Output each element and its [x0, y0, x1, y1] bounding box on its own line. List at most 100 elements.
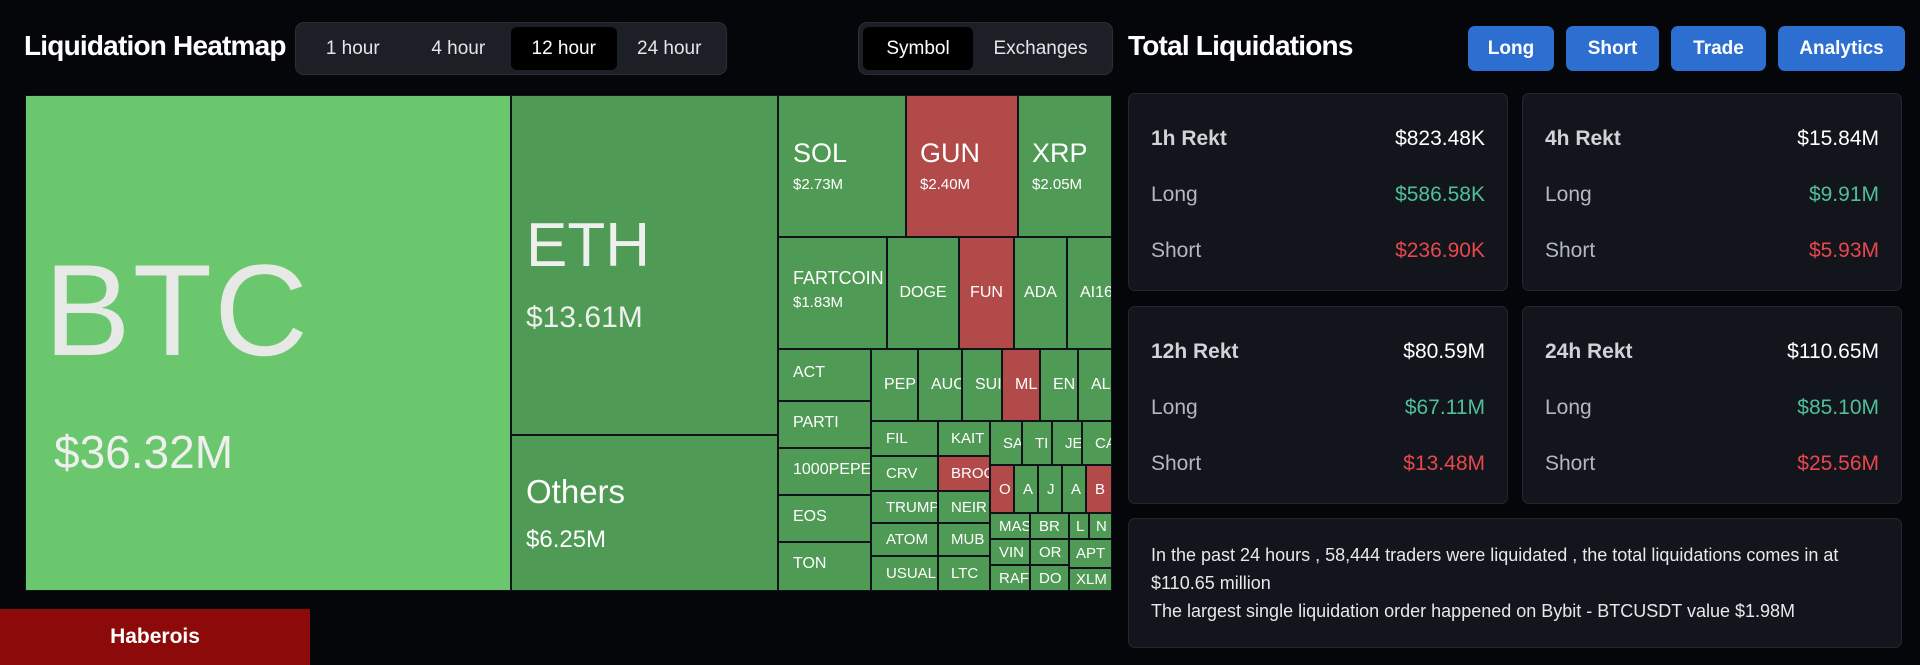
- tile-raf[interactable]: RAF: [990, 565, 1030, 591]
- tile-symbol: FARTCOIN: [793, 268, 884, 288]
- tile-usual[interactable]: USUAL: [871, 556, 938, 591]
- liquidation-heatmap: BTC $36.32M ETH $13.61M Others $6.25M SO…: [25, 95, 1112, 591]
- tile-ti[interactable]: TI: [1022, 421, 1052, 465]
- tile-btc[interactable]: BTC $36.32M: [25, 95, 511, 591]
- card-header: 24h Rekt $110.65M: [1545, 324, 1879, 380]
- time-option-1h[interactable]: 1 hour: [325, 37, 380, 59]
- tile-symbol: XRP: [1032, 138, 1088, 168]
- long-label: Long: [1151, 396, 1198, 419]
- short-label: Short: [1151, 452, 1202, 475]
- tile-1000pepe[interactable]: 1000PEPE: [778, 448, 871, 495]
- tile-ml[interactable]: ML: [1002, 349, 1040, 421]
- tile-others[interactable]: Others $6.25M: [511, 435, 778, 591]
- tile-al[interactable]: AL: [1078, 349, 1112, 421]
- card-label: 12h Rekt: [1151, 340, 1239, 363]
- tile-neir[interactable]: NEIR: [938, 491, 990, 523]
- tile-ca[interactable]: CA: [1082, 421, 1112, 465]
- tile-symbol: ETH: [526, 211, 650, 280]
- tile-j[interactable]: J: [1038, 465, 1062, 513]
- tile-fil[interactable]: FIL: [871, 421, 938, 456]
- tile-crv[interactable]: CRV: [871, 456, 938, 491]
- tile-ton[interactable]: TON: [778, 542, 871, 591]
- tile-broc[interactable]: BROC: [938, 456, 990, 491]
- tile-b[interactable]: B: [1086, 465, 1112, 513]
- short-row: Short $5.93M: [1545, 223, 1879, 279]
- short-label: Short: [1151, 239, 1202, 262]
- rekt-card-1h: 1h Rekt $823.48K Long $586.58K Short $236.9…: [1128, 93, 1508, 291]
- tile-mas[interactable]: MAS: [990, 513, 1030, 539]
- tile-je[interactable]: JE: [1052, 421, 1082, 465]
- tile-a2[interactable]: A: [1062, 465, 1086, 513]
- tile-value: $36.32M: [54, 426, 234, 478]
- tile-xrp[interactable]: XRP $2.05M: [1018, 95, 1112, 237]
- tile-eos[interactable]: EOS: [778, 495, 871, 542]
- long-row: Long $9.91M: [1545, 167, 1879, 223]
- tile-gun[interactable]: GUN $2.40M: [906, 95, 1018, 237]
- long-value: $586.58K: [1395, 183, 1485, 206]
- view-option-symbol[interactable]: Symbol: [863, 27, 973, 70]
- trade-button[interactable]: Trade: [1671, 26, 1766, 71]
- tile-eth[interactable]: ETH $13.61M: [511, 95, 778, 435]
- tile-br[interactable]: BR: [1030, 513, 1069, 539]
- tile-apt[interactable]: APT: [1069, 539, 1112, 568]
- tile-vin[interactable]: VIN: [990, 539, 1030, 565]
- rekt-card-12h: 12h Rekt $80.59M Long $67.11M Short $13.48M: [1128, 306, 1508, 504]
- long-value: $85.10M: [1797, 396, 1879, 419]
- tile-n[interactable]: N: [1089, 513, 1112, 539]
- tile-sui[interactable]: SUI: [962, 349, 1002, 421]
- action-buttons: Long Short Trade Analytics: [1468, 26, 1905, 71]
- time-option-24h[interactable]: 24 hour: [637, 37, 702, 59]
- time-range-selector: 1 hour 4 hour 12 hour 24 hour: [295, 22, 727, 75]
- card-label: 1h Rekt: [1151, 127, 1227, 150]
- long-row: Long $586.58K: [1151, 167, 1485, 223]
- card-total: $15.84M: [1797, 127, 1879, 150]
- short-value: $25.56M: [1797, 452, 1879, 475]
- tile-symbol: BTC: [44, 237, 310, 383]
- tile-ada[interactable]: ADA: [1014, 237, 1067, 349]
- tile-fun[interactable]: FUN: [959, 237, 1014, 349]
- card-header: 4h Rekt $15.84M: [1545, 111, 1879, 167]
- tile-atom[interactable]: ATOM: [871, 523, 938, 556]
- tile-auc[interactable]: AUC: [918, 349, 962, 421]
- card-header: 12h Rekt $80.59M: [1151, 324, 1485, 380]
- tile-sa[interactable]: SA: [990, 421, 1022, 465]
- tile-value: $13.61M: [526, 301, 643, 334]
- tile-l[interactable]: L: [1069, 513, 1089, 539]
- tile-parti[interactable]: PARTI: [778, 401, 871, 448]
- tile-kait[interactable]: KAIT: [938, 421, 990, 456]
- short-button[interactable]: Short: [1566, 26, 1659, 71]
- rekt-card-4h: 4h Rekt $15.84M Long $9.91M Short $5.93M: [1522, 93, 1902, 291]
- long-row: Long $67.11M: [1151, 380, 1485, 436]
- long-label: Long: [1545, 183, 1592, 206]
- tile-do[interactable]: DO: [1030, 565, 1069, 591]
- tile-pep[interactable]: PEP: [871, 349, 918, 421]
- long-button[interactable]: Long: [1468, 26, 1554, 71]
- tile-ai16[interactable]: AI16: [1067, 237, 1112, 349]
- tile-value: $1.83M: [793, 293, 844, 311]
- tile-xlm[interactable]: XLM: [1069, 568, 1112, 591]
- watermark-badge: Haberois: [0, 609, 310, 665]
- view-mode-selector: Symbol Exchanges: [858, 22, 1113, 75]
- tile-ltc[interactable]: LTC: [938, 556, 990, 591]
- tile-sol[interactable]: SOL $2.73M: [778, 95, 906, 237]
- rekt-card-24h: 24h Rekt $110.65M Long $85.10M Short $25.56…: [1522, 306, 1902, 504]
- time-option-12h[interactable]: 12 hour: [511, 27, 617, 70]
- tile-or[interactable]: OR: [1030, 539, 1069, 565]
- tile-a1[interactable]: A: [1014, 465, 1038, 513]
- tile-o[interactable]: O: [990, 465, 1014, 513]
- short-value: $236.90K: [1395, 239, 1485, 262]
- tile-act[interactable]: ACT: [778, 349, 871, 401]
- tile-value: $6.25M: [526, 526, 607, 553]
- tile-fartcoin[interactable]: FARTCOIN $1.83M: [778, 237, 887, 349]
- tile-doge[interactable]: DOGE: [887, 237, 959, 349]
- view-option-exchanges[interactable]: Exchanges: [993, 37, 1088, 59]
- analytics-button[interactable]: Analytics: [1778, 26, 1905, 71]
- tile-symbol: SOL: [793, 138, 848, 168]
- tile-en[interactable]: EN: [1040, 349, 1078, 421]
- long-row: Long $85.10M: [1545, 380, 1879, 436]
- tile-trump[interactable]: TRUMP: [871, 491, 938, 523]
- tile-mub[interactable]: MUB: [938, 523, 990, 556]
- tile-value: $2.05M: [1032, 176, 1083, 194]
- card-header: 1h Rekt $823.48K: [1151, 111, 1485, 167]
- time-option-4h[interactable]: 4 hour: [431, 37, 486, 59]
